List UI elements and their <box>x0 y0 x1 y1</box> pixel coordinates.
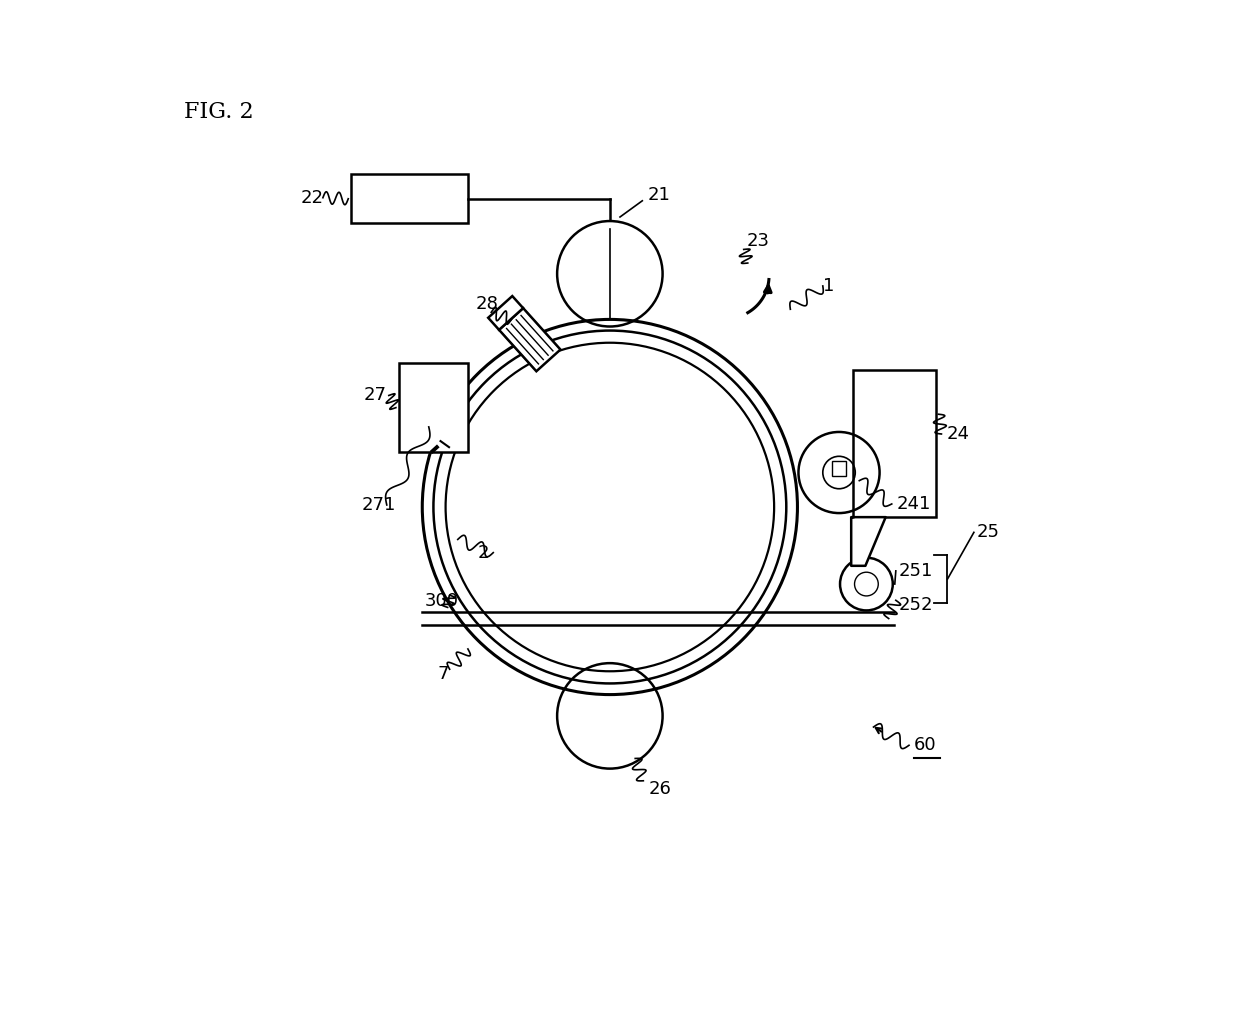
Polygon shape <box>851 517 885 566</box>
Text: 60: 60 <box>914 736 936 754</box>
Text: 26: 26 <box>649 780 671 798</box>
Text: 271: 271 <box>361 496 396 514</box>
FancyBboxPatch shape <box>832 461 846 476</box>
Text: 28: 28 <box>476 295 498 313</box>
Text: 1: 1 <box>823 277 835 295</box>
Text: 21: 21 <box>647 186 671 204</box>
Text: FIG. 2: FIG. 2 <box>184 100 254 123</box>
FancyBboxPatch shape <box>853 370 936 517</box>
Text: 22: 22 <box>300 189 324 207</box>
Polygon shape <box>489 296 523 330</box>
FancyBboxPatch shape <box>351 174 467 223</box>
Text: 252: 252 <box>899 596 934 614</box>
Text: 24: 24 <box>946 425 970 443</box>
Text: 251: 251 <box>899 562 934 580</box>
Text: 300: 300 <box>424 592 459 610</box>
Text: 2: 2 <box>479 544 490 562</box>
Text: 27: 27 <box>363 386 387 405</box>
FancyBboxPatch shape <box>399 363 467 452</box>
Polygon shape <box>498 308 560 371</box>
Text: 25: 25 <box>977 523 999 541</box>
Text: 241: 241 <box>897 495 931 513</box>
Text: 7: 7 <box>438 665 449 683</box>
Text: 23: 23 <box>746 232 770 250</box>
